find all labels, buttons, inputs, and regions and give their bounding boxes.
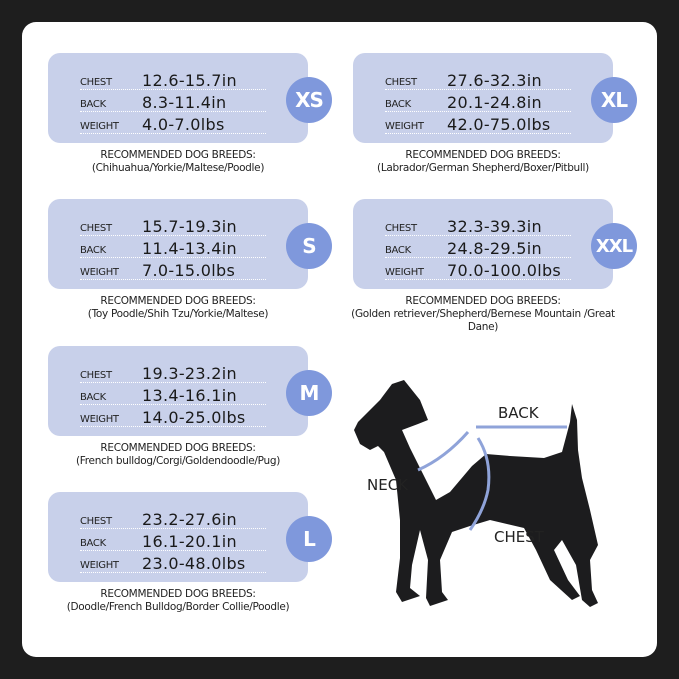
chest-value: 19.3-23.2in [142, 364, 237, 383]
weight-value: 4.0-7.0lbs [142, 115, 225, 134]
chest-value: 12.6-15.7in [142, 71, 237, 90]
chest-row: CHEST 19.3-23.2in [80, 360, 266, 383]
back-value: 20.1-24.8in [447, 93, 542, 112]
back-label: BACK [385, 245, 411, 256]
weight-label: WEIGHT [80, 560, 119, 571]
size-card: CHEST 23.2-27.6in BACK 16.1-20.1in WEIGH… [48, 492, 308, 582]
back-label: BACK [385, 99, 411, 110]
recommended-heading: RECOMMENDED DOG BREEDS: [100, 442, 256, 454]
size-badge: S [286, 223, 332, 269]
weight-value: 42.0-75.0lbs [447, 115, 551, 134]
chest-label: CHEST [80, 370, 112, 381]
breeds-list: (French bulldog/Corgi/Goldendoodle/Pug) [75, 455, 280, 467]
size-badge: XS [286, 77, 332, 123]
dog-silhouette-icon [354, 380, 598, 607]
back-row: BACK 8.3-11.4in [80, 89, 266, 112]
back-row: BACK 13.4-16.1in [80, 382, 266, 405]
breeds-list: (Chihuahua/Yorkie/Maltese/Poodle) [91, 162, 265, 174]
weight-row: WEIGHT 4.0-7.0lbs [80, 111, 266, 134]
recommended-breeds: RECOMMENDED DOG BREEDS: (Chihuahua/Yorki… [38, 149, 318, 175]
chest-label: CHEST [494, 528, 544, 546]
size-badge: M [286, 370, 332, 416]
breeds-list: (Golden retriever/Shepherd/Bernese Mount… [351, 308, 615, 333]
recommended-breeds: RECOMMENDED DOG BREEDS: (Toy Poodle/Shih… [38, 295, 318, 321]
recommended-breeds: RECOMMENDED DOG BREEDS: (French bulldog/… [38, 442, 318, 468]
breeds-list: (Doodle/French Bulldog/Border Collie/Poo… [66, 601, 290, 613]
recommended-heading: RECOMMENDED DOG BREEDS: [100, 149, 256, 161]
weight-row: WEIGHT 7.0-15.0lbs [80, 257, 266, 280]
back-row: BACK 11.4-13.4in [80, 235, 266, 258]
recommended-breeds: RECOMMENDED DOG BREEDS: (Labrador/German… [343, 149, 623, 175]
size-badge: L [286, 516, 332, 562]
back-label: BACK [80, 245, 106, 256]
chest-value: 32.3-39.3in [447, 217, 542, 236]
chest-row: CHEST 15.7-19.3in [80, 213, 266, 236]
chest-value: 27.6-32.3in [447, 71, 542, 90]
size-card: CHEST 12.6-15.7in BACK 8.3-11.4in WEIGHT… [48, 53, 308, 143]
weight-value: 70.0-100.0lbs [447, 261, 562, 280]
weight-label: WEIGHT [80, 267, 119, 278]
breeds-list: (Labrador/German Shepherd/Boxer/Pitbull) [377, 162, 589, 174]
chest-value: 23.2-27.6in [142, 510, 237, 529]
weight-row: WEIGHT 23.0-48.0lbs [80, 550, 266, 573]
weight-value: 7.0-15.0lbs [142, 261, 236, 280]
back-value: 16.1-20.1in [142, 532, 237, 551]
weight-label: WEIGHT [385, 267, 424, 278]
size-card: CHEST 19.3-23.2in BACK 13.4-16.1in WEIGH… [48, 346, 308, 436]
size-card: CHEST 27.6-32.3in BACK 20.1-24.8in WEIGH… [353, 53, 613, 143]
weight-row: WEIGHT 70.0-100.0lbs [385, 257, 571, 280]
dog-measurement-diagram: BACK NECK CHEST [340, 360, 600, 624]
chest-label: CHEST [385, 223, 417, 234]
recommended-heading: RECOMMENDED DOG BREEDS: [100, 588, 256, 600]
size-card: CHEST 15.7-19.3in BACK 11.4-13.4in WEIGH… [48, 199, 308, 289]
back-row: BACK 20.1-24.8in [385, 89, 571, 112]
weight-row: WEIGHT 42.0-75.0lbs [385, 111, 571, 134]
chest-label: CHEST [80, 223, 112, 234]
breeds-list: (Toy Poodle/Shih Tzu/Yorkie/Maltese) [87, 308, 269, 320]
weight-label: WEIGHT [385, 121, 424, 132]
recommended-heading: RECOMMENDED DOG BREEDS: [405, 149, 561, 161]
chest-label: CHEST [80, 516, 112, 527]
chest-value: 15.7-19.3in [142, 217, 237, 236]
back-value: 8.3-11.4in [142, 93, 227, 112]
chest-row: CHEST 12.6-15.7in [80, 67, 266, 90]
recommended-breeds: RECOMMENDED DOG BREEDS: (Doodle/French B… [38, 588, 318, 614]
weight-row: WEIGHT 14.0-25.0lbs [80, 404, 266, 427]
recommended-breeds: RECOMMENDED DOG BREEDS: (Golden retrieve… [343, 295, 623, 334]
weight-label: WEIGHT [80, 414, 119, 425]
chest-row: CHEST 32.3-39.3in [385, 213, 571, 236]
weight-value: 23.0-48.0lbs [142, 554, 246, 573]
size-badge: XXL [591, 223, 637, 269]
size-badge: XL [591, 77, 637, 123]
chest-label: CHEST [385, 77, 417, 88]
back-value: 13.4-16.1in [142, 386, 237, 405]
recommended-heading: RECOMMENDED DOG BREEDS: [405, 295, 561, 307]
weight-label: WEIGHT [80, 121, 119, 132]
back-value: 11.4-13.4in [142, 239, 237, 258]
back-label: BACK [80, 538, 106, 549]
chest-row: CHEST 27.6-32.3in [385, 67, 571, 90]
size-card: CHEST 32.3-39.3in BACK 24.8-29.5in WEIGH… [353, 199, 613, 289]
weight-value: 14.0-25.0lbs [142, 408, 246, 427]
recommended-heading: RECOMMENDED DOG BREEDS: [100, 295, 256, 307]
back-row: BACK 16.1-20.1in [80, 528, 266, 551]
back-label: BACK [80, 99, 106, 110]
back-label: BACK [498, 404, 539, 422]
back-label: BACK [80, 392, 106, 403]
neck-label: NECK [367, 476, 409, 494]
back-row: BACK 24.8-29.5in [385, 235, 571, 258]
chest-row: CHEST 23.2-27.6in [80, 506, 266, 529]
chest-label: CHEST [80, 77, 112, 88]
back-value: 24.8-29.5in [447, 239, 542, 258]
